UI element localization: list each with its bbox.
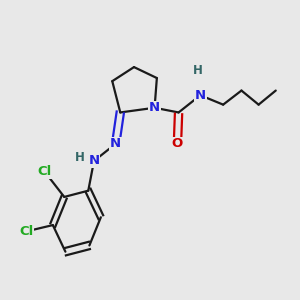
- Text: Cl: Cl: [20, 225, 34, 238]
- Text: N: N: [149, 101, 160, 114]
- Text: N: N: [88, 154, 100, 167]
- Text: N: N: [195, 89, 206, 102]
- Text: H: H: [75, 151, 85, 164]
- Text: H: H: [193, 64, 203, 77]
- Text: O: O: [172, 137, 183, 150]
- Text: N: N: [110, 137, 121, 150]
- Text: Cl: Cl: [38, 165, 52, 178]
